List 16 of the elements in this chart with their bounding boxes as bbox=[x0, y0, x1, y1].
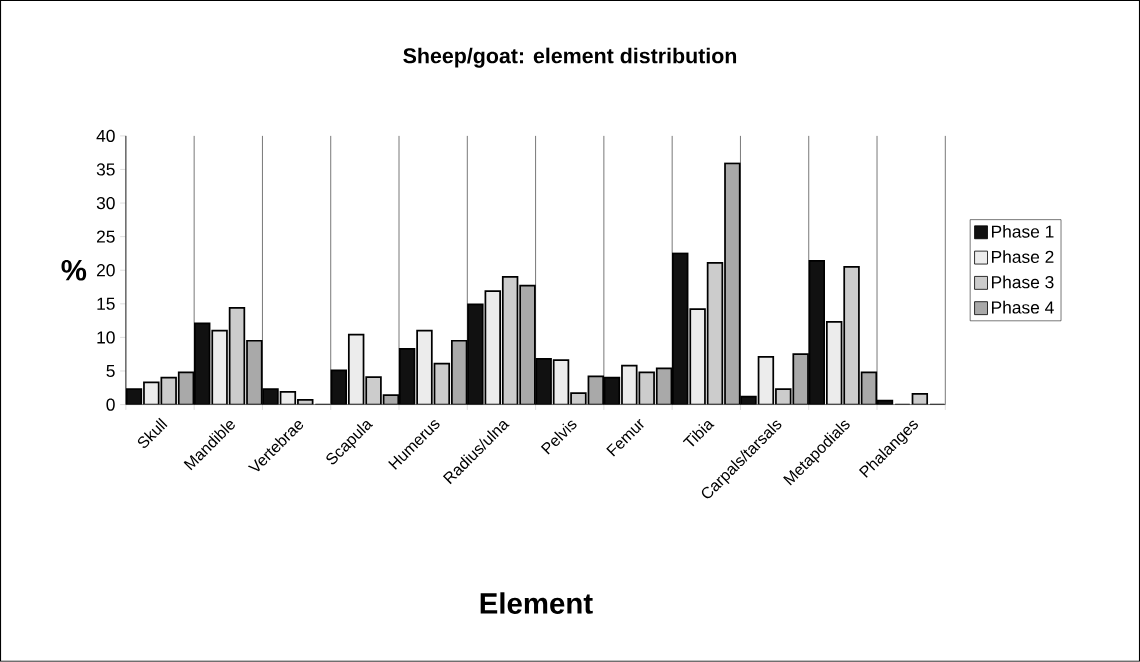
x-axis-title: Element bbox=[480, 592, 593, 614]
chart-title: Sheep/goat: element distribution bbox=[403, 47, 737, 68]
y-axis-title: % bbox=[61, 259, 87, 281]
y-tick-label: 10 bbox=[97, 331, 115, 344]
y-tick-label: 20 bbox=[96, 264, 115, 277]
y-tick-label: 5 bbox=[106, 365, 115, 378]
y-tick-label: 40 bbox=[96, 129, 115, 143]
y-tick-label: 35 bbox=[96, 163, 115, 176]
legend-label: Phase 1 bbox=[992, 225, 1054, 238]
legend-label: Phase 4 bbox=[992, 300, 1054, 314]
y-tick-label: 15 bbox=[97, 297, 115, 310]
y-tick-label: 25 bbox=[96, 230, 115, 243]
y-tick-label: 0 bbox=[106, 398, 115, 411]
y-tick-label: 30 bbox=[96, 197, 115, 210]
legend-label: Phase 2 bbox=[992, 250, 1054, 264]
legend-label: Phase 3 bbox=[992, 275, 1054, 289]
